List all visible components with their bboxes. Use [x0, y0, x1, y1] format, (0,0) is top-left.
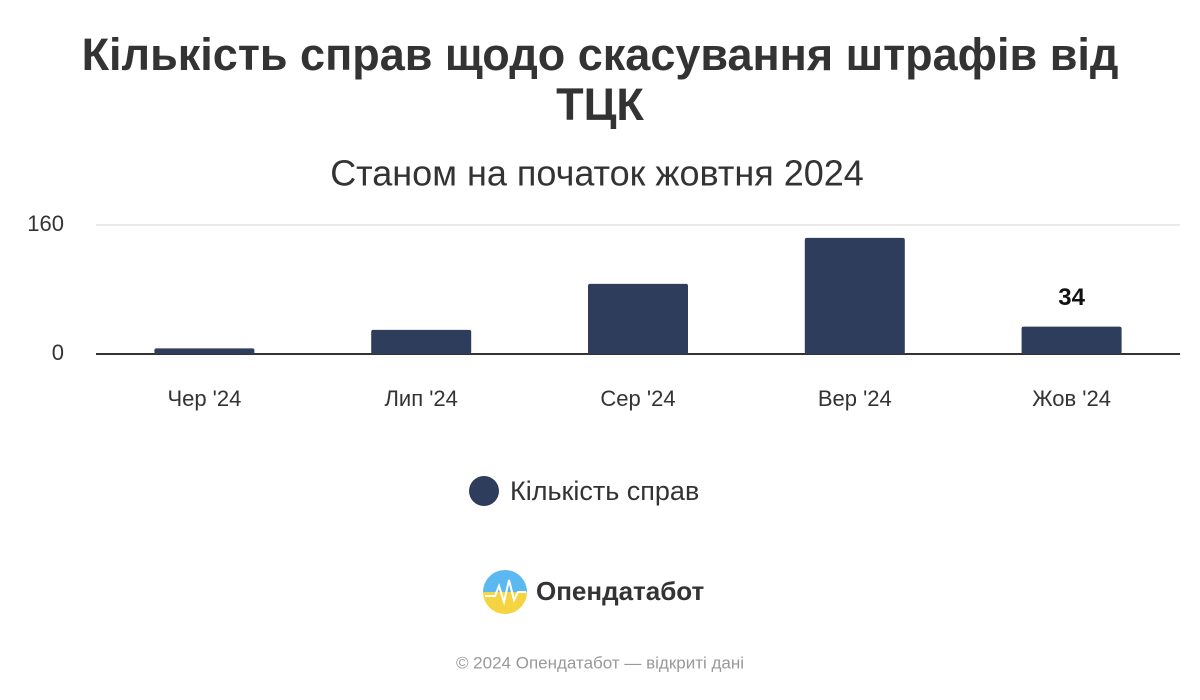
- copyright: © 2024 Опендатабот — відкриті дані: [456, 653, 744, 672]
- x-tick-label: Жов '24: [1032, 386, 1111, 411]
- logo-pulse: [485, 579, 526, 606]
- brand: Опендатабот: [536, 576, 705, 606]
- bar: [1021, 326, 1122, 354]
- y-tick-label: 160: [27, 211, 64, 236]
- chart-title: Кількість справ щодо скасування штрафів …: [81, 29, 1119, 130]
- data-label: 34: [1058, 284, 1085, 311]
- chart-subtitle: Станом на початок жовтня 2024: [330, 153, 864, 194]
- x-tick-label: Лип '24: [384, 386, 457, 411]
- bar: [154, 348, 255, 354]
- y-tick-label: 0: [52, 340, 64, 365]
- bar: [804, 237, 905, 354]
- legend-marker: [469, 476, 499, 506]
- bar: [371, 329, 472, 354]
- bar: [588, 283, 688, 354]
- x-tick-label: Вер '24: [818, 386, 892, 411]
- x-tick-label: Сер '24: [600, 386, 675, 411]
- x-tick-label: Чер '24: [167, 386, 241, 411]
- legend-label: Кількість справ: [510, 476, 699, 506]
- logo-icon: [483, 570, 527, 614]
